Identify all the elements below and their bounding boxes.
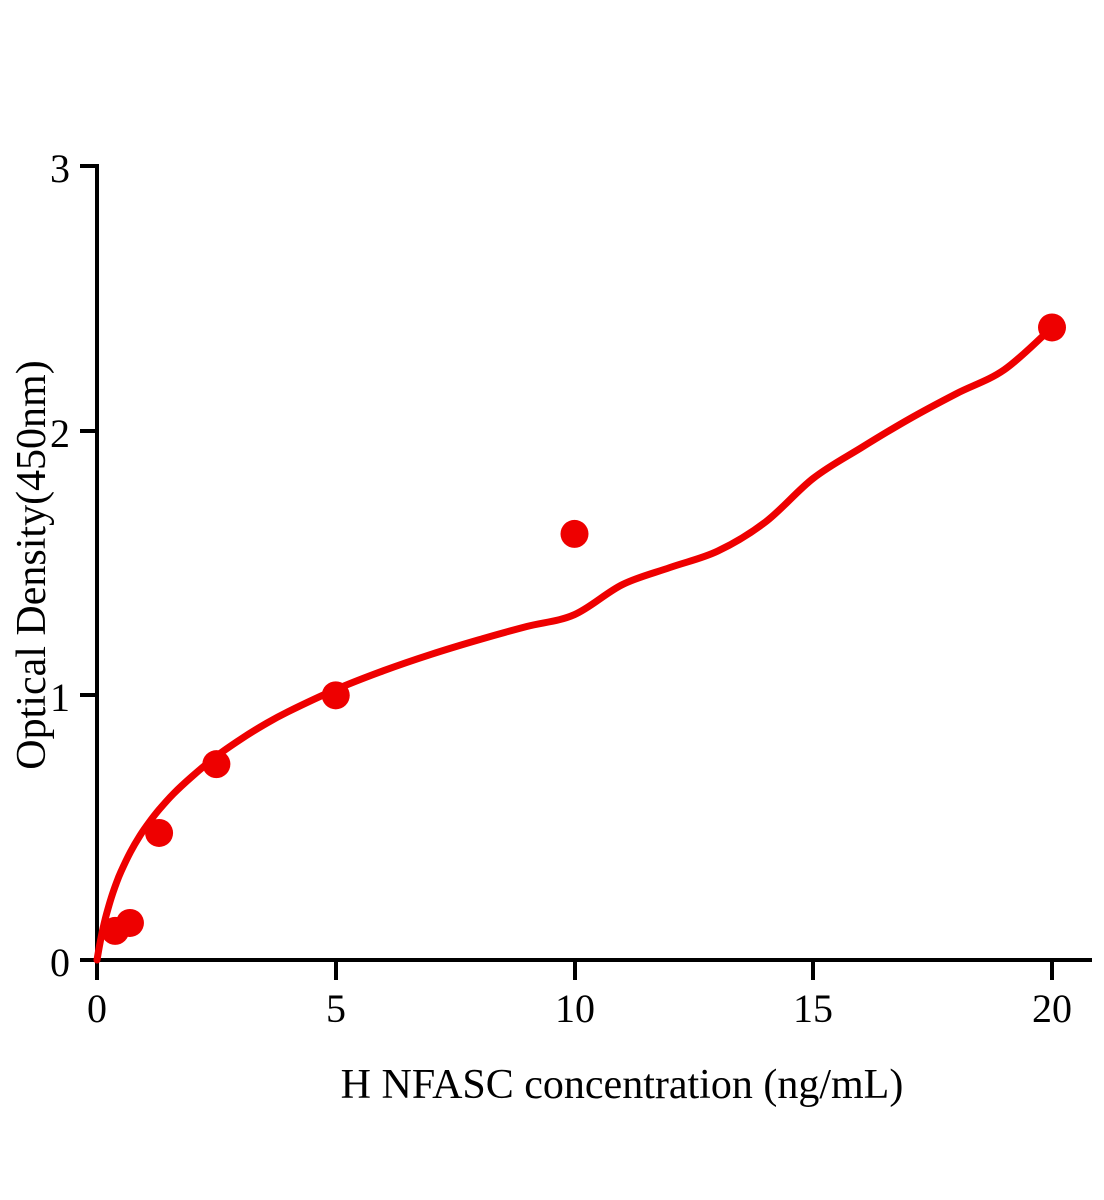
y-tick-label-1: 1 bbox=[50, 675, 70, 720]
data-point bbox=[560, 519, 589, 548]
data-point bbox=[145, 818, 174, 847]
standard-curve-line bbox=[93, 323, 1056, 964]
data-point bbox=[202, 750, 231, 779]
x-tick-label-20: 20 bbox=[1032, 986, 1072, 1031]
data-point bbox=[1038, 313, 1066, 342]
x-tick-label-5: 5 bbox=[326, 986, 346, 1031]
y-tick-label-3: 3 bbox=[50, 146, 70, 191]
x-axis-tick-labels: 0 5 10 15 20 bbox=[87, 986, 1072, 1031]
x-tick-label-10: 10 bbox=[555, 986, 595, 1031]
y-tick-label-0: 0 bbox=[50, 940, 70, 985]
x-tick-label-0: 0 bbox=[87, 986, 107, 1031]
y-tick-label-2: 2 bbox=[50, 411, 70, 456]
x-tick-label-15: 15 bbox=[793, 986, 833, 1031]
data-point bbox=[321, 681, 350, 710]
x-axis-title: H NFASC concentration (ng/mL) bbox=[341, 1062, 904, 1108]
data-point bbox=[115, 908, 144, 937]
data-point-markers bbox=[101, 313, 1066, 945]
y-axis-tick-labels: 3 2 1 0 bbox=[50, 146, 70, 985]
y-axis-title: Optical Density(450nm) bbox=[9, 360, 55, 769]
